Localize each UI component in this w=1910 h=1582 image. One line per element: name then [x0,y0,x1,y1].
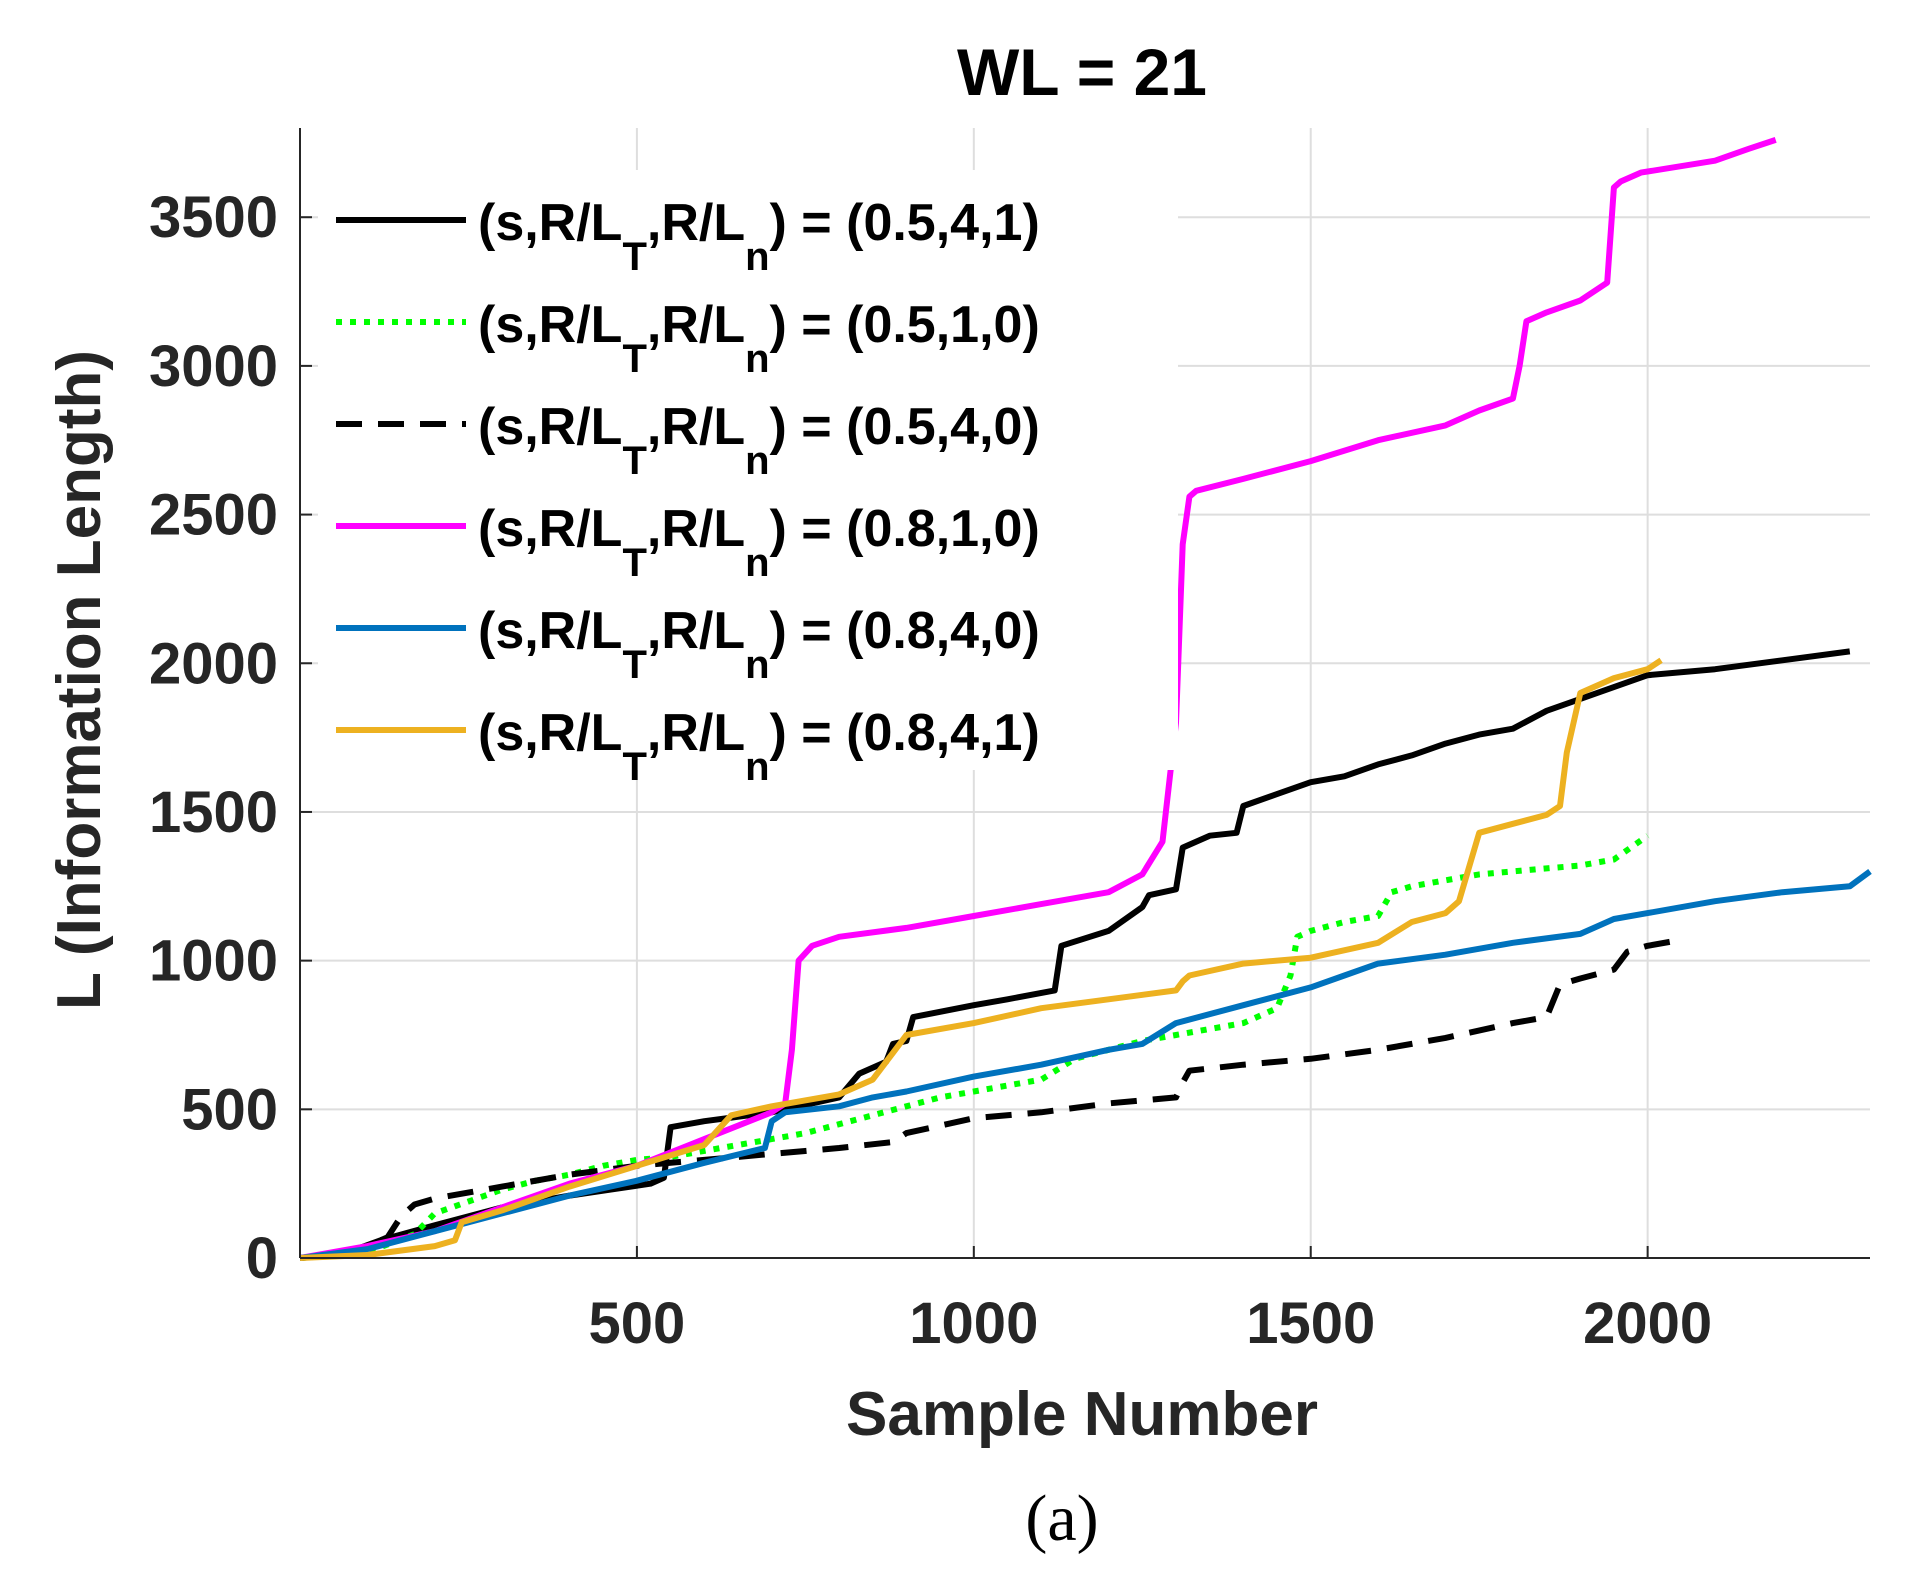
y-tick-label: 500 [181,1077,278,1142]
legend-label-part: ,R/L [647,398,745,456]
legend-label-part: ) = (0.8,4,0) [770,602,1040,660]
legend: (s,R/LT,R/Ln) = (0.5,4,1)(s,R/LT,R/Ln) =… [318,170,1178,789]
legend-label-part: (s,R/L [478,296,622,354]
legend-label-part: n [745,439,769,483]
figure-caption: (a) [1025,1482,1098,1555]
legend-label-part: ,R/L [647,500,745,558]
series-line-3 [299,936,1682,1261]
series-line-4 [299,137,1777,1261]
legend-label-part: (s,R/L [478,704,622,762]
legend-label-part: ) = (0.5,4,0) [770,398,1040,456]
x-tick-label: 1000 [909,1291,1038,1356]
legend-label-part: (s,R/L [478,602,622,660]
y-tick-label: 3500 [149,185,278,250]
y-tick-label: 3000 [149,334,278,399]
legend-label-part: T [622,541,646,585]
y-tick-label: 2000 [149,631,278,696]
legend-label-part: (s,R/L [478,500,622,558]
legend-label-part: T [622,337,646,381]
legend-label-4: (s,R/LT,R/Ln) = (0.8,1,0) [478,500,1040,585]
legend-label-5: (s,R/LT,R/Ln) = (0.8,4,0) [478,602,1040,687]
legend-label-part: ,R/L [647,296,745,354]
legend-label-part: n [745,235,769,279]
legend-label-3: (s,R/LT,R/Ln) = (0.5,4,0) [478,398,1040,483]
legend-label-part: ,R/L [647,194,745,252]
legend-label-part: ) = (0.8,4,1) [770,704,1040,762]
legend-label-part: (s,R/L [478,194,622,252]
tick-labels: 500 1000 1500 2000 0 500 1000 1500 2000 2500 3000 3… [149,185,1712,1356]
legend-label-part: n [745,643,769,687]
x-tick-label: 2000 [1583,1291,1712,1356]
legend-label-part: ) = (0.8,1,0) [770,500,1040,558]
legend-label-part: n [745,337,769,381]
legend-label-part: T [622,439,646,483]
series-line-5 [299,868,1872,1261]
legend-label-part: ,R/L [647,602,745,660]
legend-label-2: (s,R/LT,R/Ln) = (0.5,1,0) [478,296,1040,381]
series-lines [299,137,1872,1261]
legend-label-part: T [622,235,646,279]
legend-label-part: ) = (0.5,4,1) [770,194,1040,252]
y-tick-label: 0 [246,1226,278,1291]
legend-label-part: n [745,745,769,789]
legend-label-part: (s,R/L [478,398,622,456]
legend-label-1: (s,R/LT,R/Ln) = (0.5,4,1) [478,194,1040,279]
y-axis-label: L (Information Length) [45,350,114,1010]
y-tick-label: 2500 [149,483,278,548]
y-tick-label: 1000 [149,929,278,994]
x-tick-label: 1500 [1246,1291,1375,1356]
series-line-6 [299,657,1663,1261]
legend-label-part: n [745,541,769,585]
x-tick-label: 500 [589,1291,686,1356]
x-axis-label: Sample Number [846,1380,1318,1449]
legend-label-part: T [622,745,646,789]
series-line-1 [299,648,1851,1261]
chart-title: WL = 21 [957,35,1207,109]
legend-label-part: ) = (0.5,1,0) [770,296,1040,354]
legend-label-part: ,R/L [647,704,745,762]
y-tick-label: 1500 [149,780,278,845]
legend-label-6: (s,R/LT,R/Ln) = (0.8,4,1) [478,704,1040,789]
legend-label-part: T [622,643,646,687]
axes [299,128,1870,1259]
legend-box [318,170,1178,770]
